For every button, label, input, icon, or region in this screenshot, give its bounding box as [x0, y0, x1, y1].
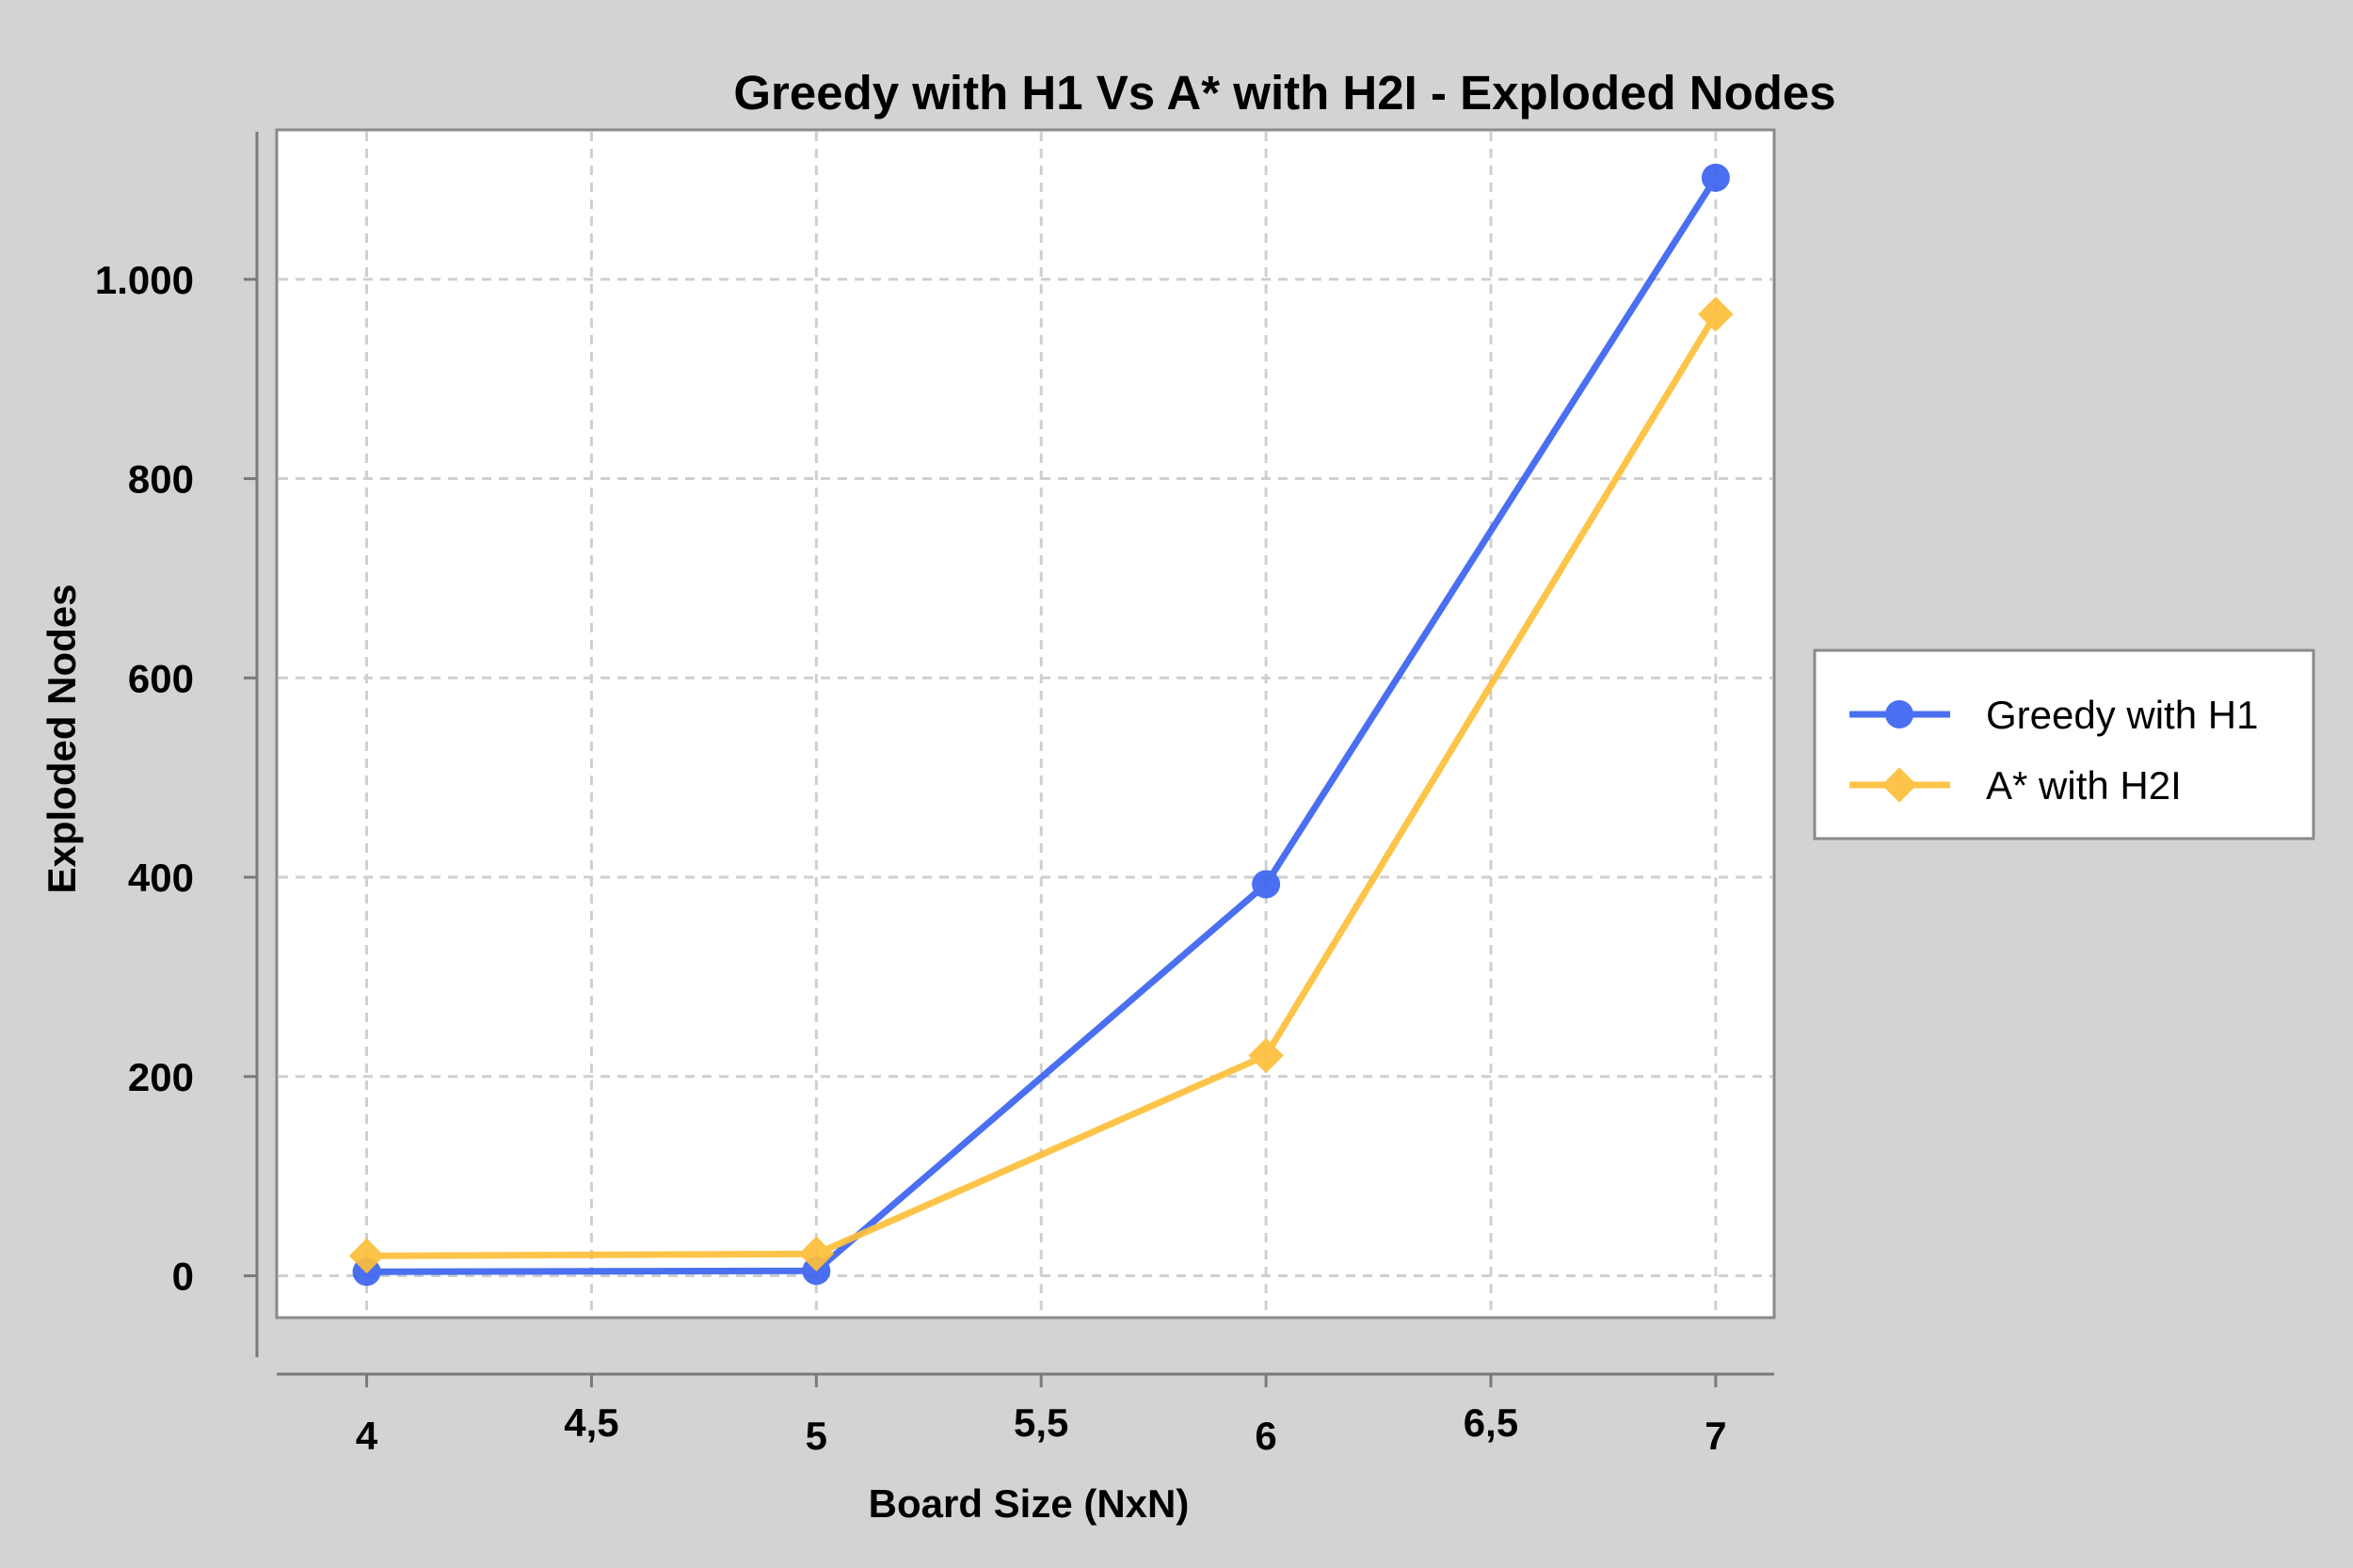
legend-item-1 [1849, 700, 1950, 728]
legend-marker [1881, 767, 1917, 803]
x-axis-ticks: 4 4,5 5 5,5 6 6,5 7 [356, 1374, 1727, 1458]
x-tick-label: 4 [356, 1414, 378, 1458]
series-2 [348, 296, 1734, 1274]
y-tick-label: 400 [128, 856, 194, 900]
y-tick-label: 0 [172, 1255, 194, 1299]
y-axis-ticks: 0 200 400 600 800 1.000 [95, 258, 257, 1299]
grid-x [365, 132, 1718, 1316]
data-point [1698, 296, 1734, 332]
legend-box [1813, 648, 2315, 840]
legend-label: Greedy with H1 [1986, 693, 2258, 737]
data-point [1252, 870, 1281, 899]
data-point [348, 1238, 385, 1274]
plot-area [275, 128, 1776, 1320]
x-tick-label: 7 [1705, 1414, 1726, 1458]
legend-items: Greedy with H1 A* with H2I [1849, 693, 2258, 808]
y-tick-label: 200 [128, 1055, 194, 1099]
x-tick-label: 4,5 [564, 1400, 618, 1445]
y-axis-label: Exploded Nodes [40, 584, 84, 893]
series-line [366, 175, 1719, 1275]
legend-label: A* with H2I [1986, 763, 2182, 808]
data-point [1248, 1037, 1284, 1074]
data-point [1701, 163, 1730, 192]
legend-item-2 [1849, 767, 1950, 803]
x-tick-label: 6,5 [1464, 1400, 1518, 1445]
x-tick-label: 6 [1255, 1414, 1276, 1458]
x-tick-label: 5,5 [1014, 1400, 1068, 1445]
series-line [366, 312, 1719, 1259]
legend-marker [1885, 700, 1913, 728]
legend: Greedy with H1 A* with H2I [1813, 648, 2315, 840]
chart-title: Greedy with H1 Vs A* with H2I - Exploded… [733, 66, 1835, 120]
y-tick-label: 1.000 [95, 258, 194, 302]
series-layer [348, 163, 1734, 1287]
x-axis-label: Board Size (NxN) [869, 1481, 1190, 1526]
data-point [798, 1236, 835, 1272]
x-tick-label: 5 [806, 1414, 827, 1458]
y-tick-label: 600 [128, 656, 194, 700]
y-tick-label: 800 [128, 457, 194, 502]
